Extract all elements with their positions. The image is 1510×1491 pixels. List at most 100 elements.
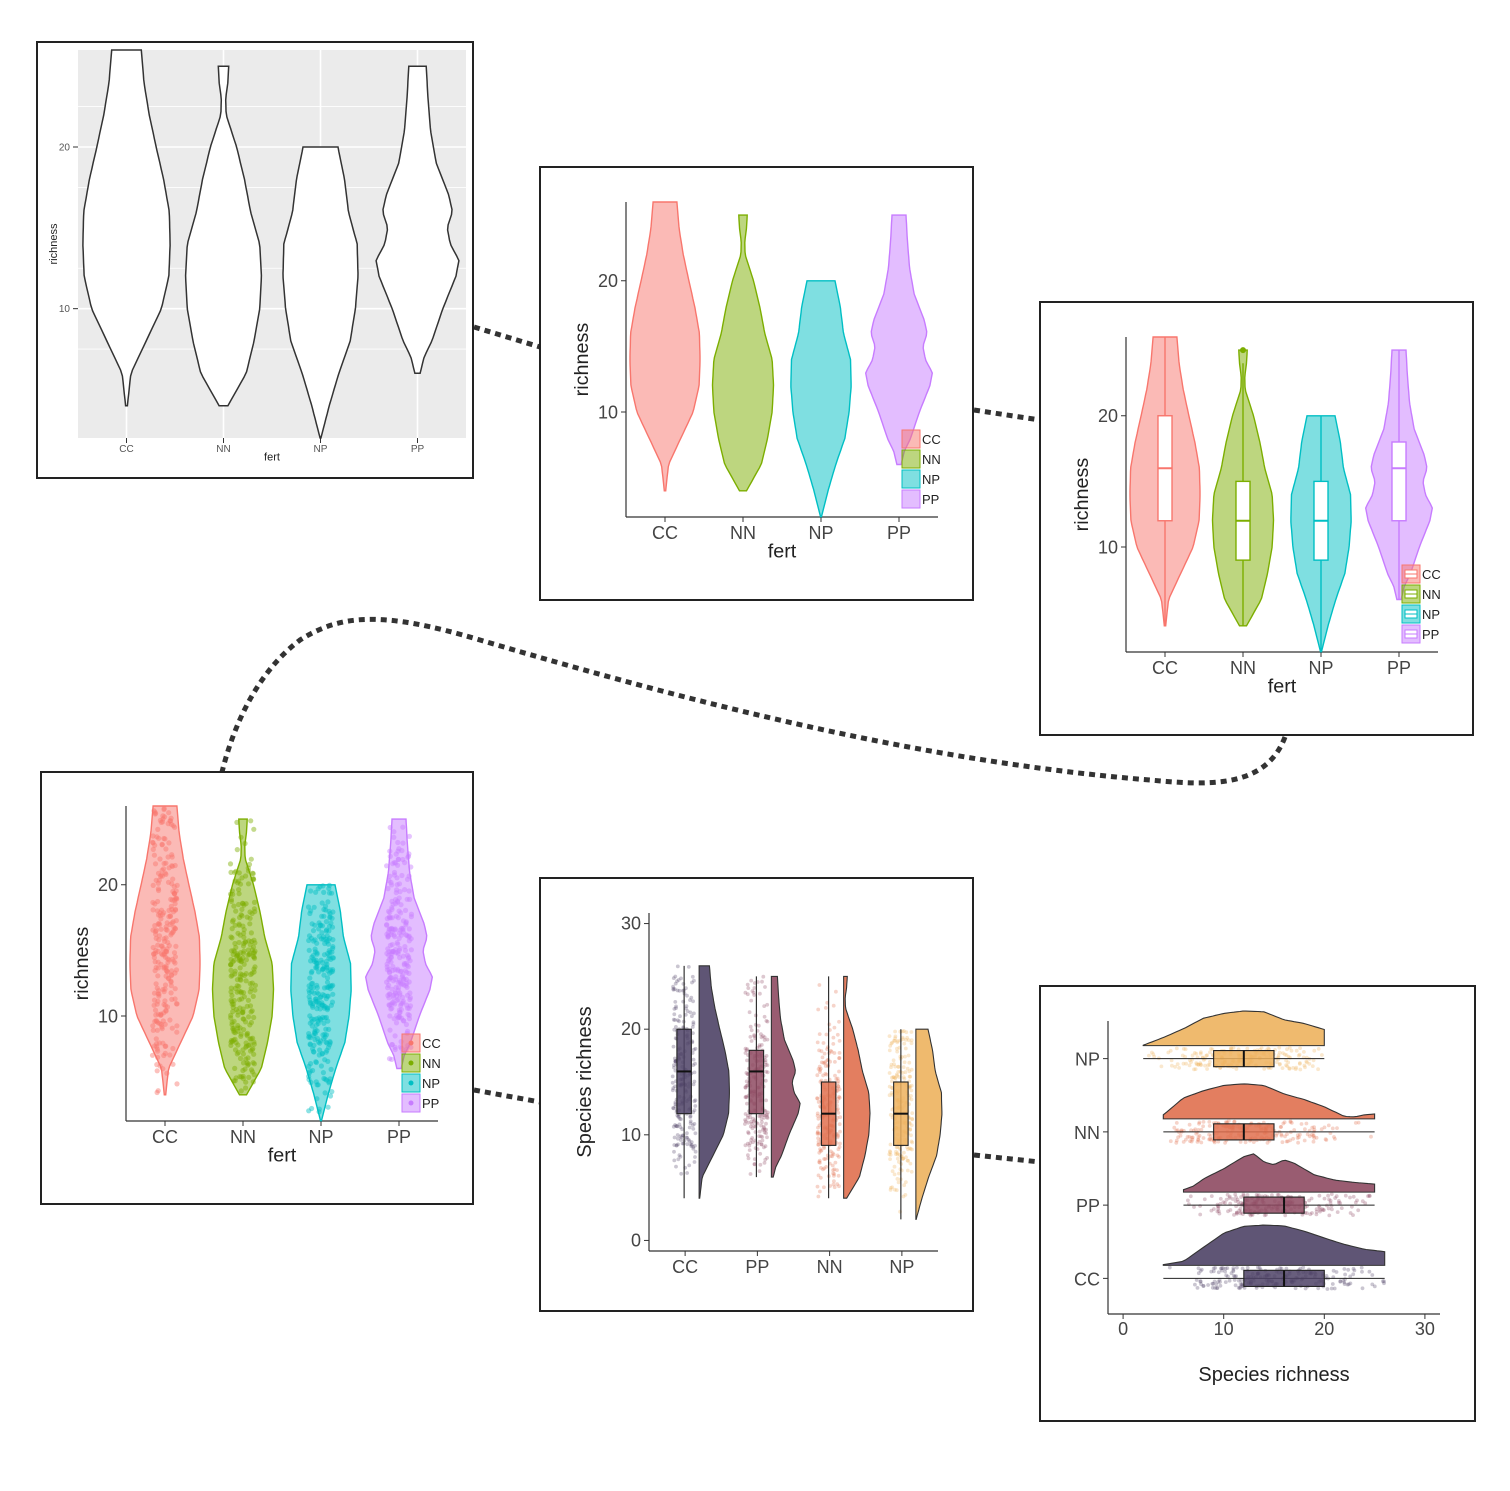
rain-point	[1228, 1208, 1233, 1212]
jitter-point	[320, 1014, 326, 1021]
jitter-point	[324, 1040, 330, 1046]
jitter-point	[229, 935, 235, 941]
rain-point	[693, 1143, 697, 1148]
jitter-point	[173, 943, 179, 949]
rain-point	[825, 1047, 829, 1051]
rain-point	[823, 1061, 827, 1066]
jitter-point	[318, 994, 324, 1000]
jitter-point	[236, 983, 242, 989]
jitter-point	[399, 848, 405, 854]
rain-point	[897, 1171, 901, 1176]
violin-pp	[375, 65, 460, 375]
rain-point	[1353, 1121, 1358, 1125]
jitter-point	[385, 929, 391, 935]
jitter-point	[239, 906, 245, 913]
rain-point	[1341, 1278, 1346, 1283]
jitter-point	[232, 985, 238, 992]
rain-point	[746, 1130, 750, 1135]
jitter-point	[406, 833, 412, 840]
rain-point	[764, 1054, 769, 1058]
rain-point	[1229, 1046, 1234, 1051]
jitter-point	[243, 901, 249, 907]
jitter-point	[172, 907, 179, 913]
jitter-point	[169, 930, 175, 936]
rain-point	[1192, 1067, 1196, 1072]
rain-point	[1193, 1282, 1197, 1287]
jitter-point	[150, 1023, 156, 1029]
jitter-point	[164, 1070, 170, 1076]
x-tick-label: 0	[1118, 1319, 1128, 1339]
jitter-point	[161, 989, 167, 995]
rain-point	[764, 1098, 768, 1103]
rain-point	[1216, 1206, 1220, 1211]
rain-point	[1284, 1266, 1289, 1271]
jitter-point	[237, 914, 243, 921]
boxplot-pp	[1391, 350, 1407, 600]
jitter-point	[330, 968, 336, 974]
rain-point	[901, 1075, 906, 1079]
rain-point	[1200, 1056, 1205, 1060]
rain-point	[1309, 1196, 1314, 1201]
jitter-point	[163, 1043, 169, 1049]
jitter-point	[153, 964, 159, 971]
rain-point	[889, 1065, 893, 1070]
rain-point	[762, 1035, 767, 1040]
jitter-point	[157, 873, 164, 880]
x-axis-title: fert	[264, 452, 280, 464]
jitter-point	[151, 852, 157, 858]
rain-point	[1179, 1128, 1184, 1133]
rain-point	[673, 1068, 678, 1073]
rain-point	[748, 1024, 753, 1029]
jitter-point	[241, 940, 247, 947]
rain-point	[1207, 1062, 1212, 1067]
rain-point	[1287, 1067, 1292, 1071]
rain-point	[1168, 1048, 1173, 1053]
rain-point	[1254, 1193, 1259, 1197]
jitter-point	[319, 1050, 326, 1056]
rain-point	[765, 1063, 770, 1068]
rain-point	[1285, 1064, 1290, 1068]
jitter-point	[166, 907, 172, 914]
violin-np	[282, 146, 359, 439]
jitter-point	[236, 887, 242, 893]
rain-point	[689, 995, 694, 1000]
jitter-point	[396, 881, 403, 887]
jitter-point	[235, 1049, 242, 1055]
rain-point	[1215, 1209, 1220, 1214]
rain-point	[1382, 1281, 1386, 1286]
jitter-point	[247, 915, 253, 921]
rain-point	[1343, 1193, 1348, 1198]
rain-point	[822, 1051, 827, 1056]
jitter-point	[165, 879, 172, 885]
jitter-point	[397, 1014, 403, 1020]
rain-point	[910, 1116, 914, 1121]
jitter-point	[313, 1022, 319, 1028]
rain-point	[838, 1129, 842, 1134]
jitter-point	[403, 919, 409, 925]
jitter-point	[156, 835, 162, 841]
rain-point	[824, 1032, 829, 1037]
jitter-point	[325, 1018, 331, 1024]
jitter-point	[243, 873, 249, 879]
jitter-point	[329, 890, 335, 896]
rain-point	[898, 1029, 903, 1034]
jitter-point	[315, 1020, 321, 1026]
x-tick-label: 30	[1415, 1319, 1435, 1339]
rain-point	[749, 1119, 754, 1124]
rain-point	[1212, 1140, 1217, 1145]
legend-label: PP	[922, 492, 939, 507]
jitter-point	[400, 929, 406, 935]
rain-point	[815, 1130, 820, 1134]
y-tick-label: 10	[621, 1125, 641, 1145]
jitter-point	[165, 821, 171, 827]
jitter-point	[164, 946, 170, 952]
rain-point	[691, 1020, 696, 1025]
jitter-point	[155, 870, 162, 876]
jitter-point	[402, 907, 409, 914]
rain-point	[815, 1073, 820, 1078]
jitter-point	[390, 1000, 396, 1006]
rain-point	[910, 1147, 914, 1152]
rain-point	[748, 1124, 753, 1129]
rain-point	[1311, 1139, 1316, 1144]
